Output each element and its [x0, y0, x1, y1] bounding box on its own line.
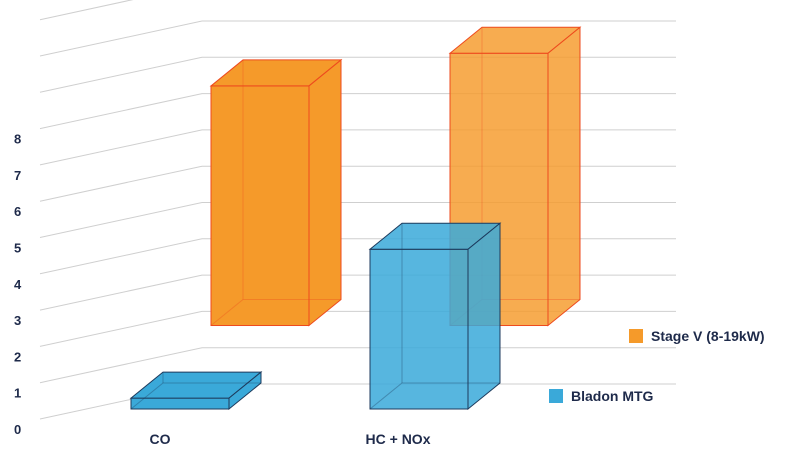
chart-bars [131, 27, 580, 409]
y-tick-label: 4 [14, 277, 22, 292]
gridline [40, 311, 676, 346]
bar-bladon-1 [370, 223, 500, 409]
y-tick-label: 8 [14, 132, 21, 147]
bar-bladon-0-front [131, 398, 229, 409]
x-category-label: CO [150, 431, 171, 447]
gridline [40, 203, 676, 238]
y-tick-label: 5 [14, 241, 21, 256]
legend-label: Bladon MTG [571, 388, 654, 404]
gridline [40, 275, 676, 310]
x-axis-categories: CO HC + NOx [150, 431, 431, 447]
bar-stagev-0-side [309, 60, 341, 326]
y-tick-label: 7 [14, 168, 21, 183]
y-tick-label: 1 [14, 386, 21, 401]
y-tick-label: 0 [14, 422, 21, 437]
x-category-label: HC + NOx [366, 431, 431, 447]
gridline [40, 239, 676, 274]
y-axis-ticks: 0 1 2 3 4 5 6 7 8 [14, 132, 22, 437]
y-tick-label: 2 [14, 349, 21, 364]
gridline [40, 94, 676, 129]
chart-legend: Stage V (8-19kW) Bladon MTG [549, 328, 765, 404]
bar-bladon-0 [131, 372, 261, 409]
bar-stagev-1-side [548, 27, 580, 325]
gridline [40, 57, 676, 92]
gridline [40, 166, 676, 201]
gridline [40, 130, 676, 165]
bar-stagev-0 [211, 60, 341, 326]
legend-swatch [549, 389, 563, 403]
y-tick-label: 3 [14, 313, 21, 328]
legend-swatch [629, 329, 643, 343]
gridline [40, 21, 676, 56]
bar-bladon-1-side [468, 223, 500, 409]
gridline [40, 0, 676, 20]
gridline [40, 348, 676, 383]
bar-bladon-1-front [370, 249, 468, 409]
legend-label: Stage V (8-19kW) [651, 328, 765, 344]
bar-stagev-0-front [211, 86, 309, 326]
y-tick-label: 6 [14, 204, 21, 219]
chart-gridlines [40, 0, 676, 419]
